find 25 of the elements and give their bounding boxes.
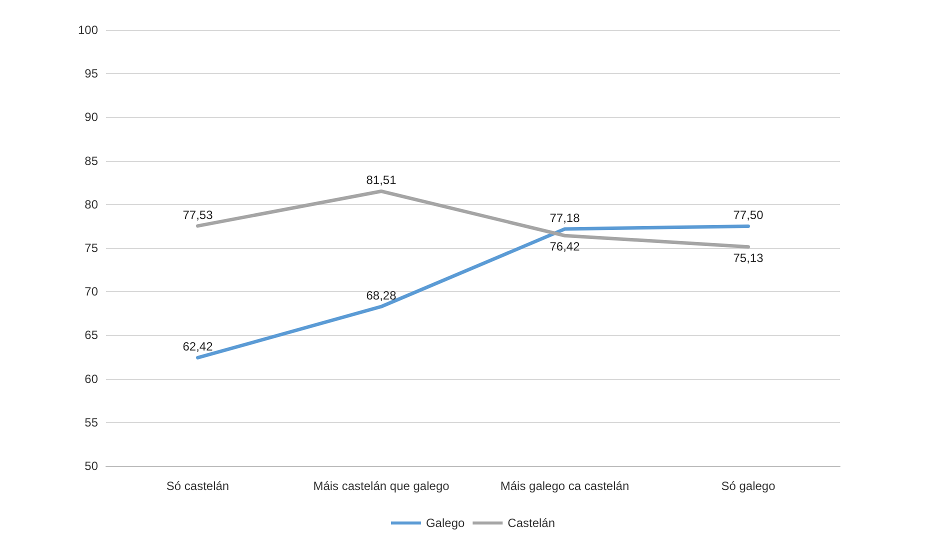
data-label: 77,18: [550, 210, 580, 225]
data-label: 75,13: [733, 250, 764, 265]
data-label: 77,50: [733, 208, 764, 222]
y-tick-label: 65: [84, 328, 98, 342]
data-label: 77,53: [182, 208, 214, 222]
y-tick-label: 75: [84, 241, 98, 255]
y-tick-label: 80: [84, 197, 98, 212]
data-label: 81,51: [366, 173, 397, 188]
x-tick-label: Só castelán: [166, 479, 230, 493]
data-label: 62,42: [182, 340, 214, 354]
x-tick-label: Só galego: [721, 479, 776, 493]
legend-label: Galego: [426, 516, 465, 530]
y-tick-label: 95: [84, 66, 98, 81]
y-tick-label: 90: [84, 110, 98, 124]
x-tick-label: Máis galego ca castelán: [500, 479, 630, 493]
y-tick-label: 50: [84, 459, 98, 473]
data-label: 68,28: [366, 288, 397, 303]
y-tick-label: 85: [84, 154, 98, 168]
y-tick-label: 55: [84, 415, 98, 430]
y-tick-label: 100: [78, 23, 98, 37]
y-tick-label: 60: [84, 372, 98, 386]
x-tick-label: Máis castelán que galego: [313, 479, 450, 493]
y-tick-label: 70: [84, 284, 98, 299]
data-label: 76,42: [550, 240, 580, 254]
legend-label: Castelán: [508, 516, 556, 530]
